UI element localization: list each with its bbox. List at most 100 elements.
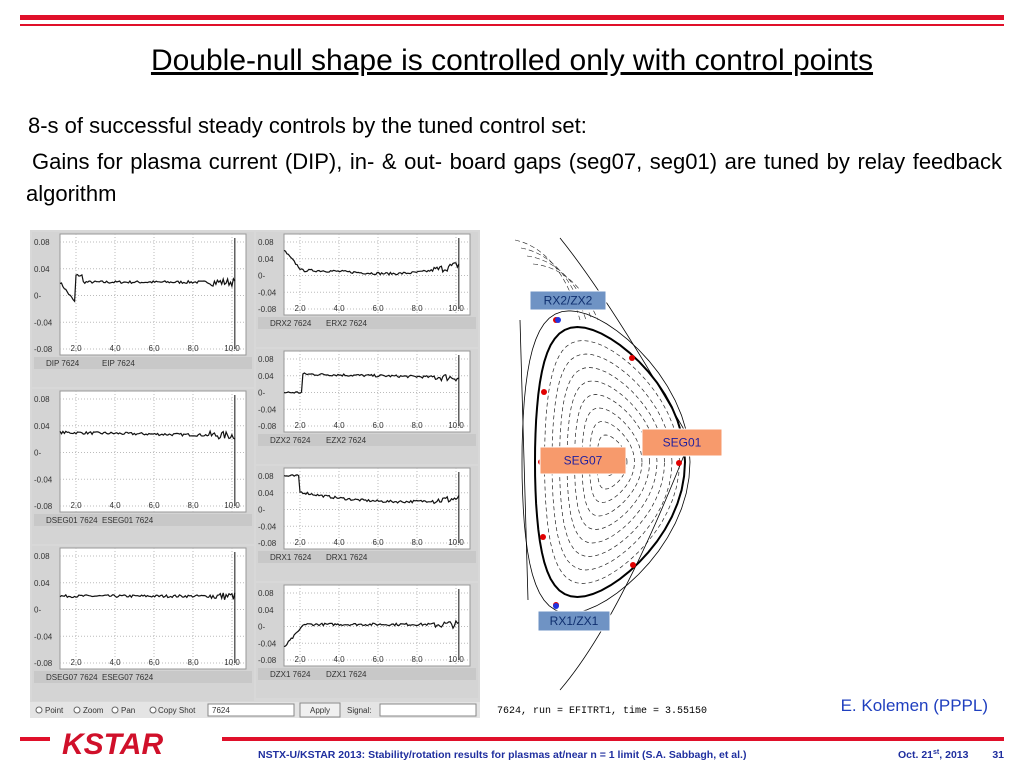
y-tick-label: 0.08: [258, 238, 274, 247]
legend-bar: [258, 668, 476, 680]
shot-input[interactable]: [207, 703, 295, 717]
signal-input[interactable]: [379, 703, 477, 717]
footer-bar: [20, 737, 50, 741]
legend-label: ESEG01 7624: [102, 516, 154, 525]
y-tick-label: 0.04: [34, 579, 50, 588]
date-year: , 2013: [939, 749, 968, 761]
plot-panel: 0.08 0.04 0- -0.04 -0.08 2.0 4.0 6.0 8.0 10.0 DIP …: [32, 232, 254, 387]
x-point: [555, 317, 561, 323]
x-tick-label: 8.0: [411, 304, 423, 313]
bullet: Gains for plasma current (DIP), in- & ou…: [26, 149, 1002, 206]
y-tick-label: -0.08: [258, 539, 277, 548]
y-tick-label: 0-: [34, 292, 41, 301]
y-tick-label: -0.08: [34, 345, 53, 354]
footer-date: Oct. 21st, 2013: [898, 749, 969, 761]
x-tick-label: 6.0: [372, 538, 384, 547]
plot-panel: 0.08 0.04 0- -0.04 -0.08 2.0 4.0 6.0 8.0 10.0 DZX1…: [256, 583, 478, 698]
apply-button[interactable]: [299, 702, 341, 718]
x-tick-label: 8.0: [411, 538, 423, 547]
y-tick-label: 0-: [258, 272, 265, 281]
x-tick-label: 6.0: [372, 421, 384, 430]
y-tick-label: 0.08: [258, 589, 274, 598]
signal-curve: [59, 429, 236, 440]
open-field-line: [514, 239, 581, 321]
y-tick-label: -0.08: [34, 502, 53, 511]
y-tick-label: 0.04: [258, 372, 274, 381]
toolbar: Point Zoom Pan Copy Shot 7624 Apply Signal:: [30, 702, 480, 718]
y-tick-label: -0.04: [34, 632, 53, 641]
y-tick-label: 0.04: [34, 265, 50, 274]
x-tick-label: 6.0: [148, 501, 160, 510]
x-point: [553, 603, 559, 609]
radio-label: Zoom: [83, 706, 104, 715]
control-point: [541, 389, 547, 395]
radio[interactable]: [35, 706, 43, 714]
plot-bg: [283, 467, 471, 550]
x-tick-label: 4.0: [333, 304, 345, 313]
outer-contour: [521, 310, 691, 614]
plot-panel: 0.08 0.04 0- -0.04 -0.08 2.0 4.0 6.0 8.0 10.0 DZX2…: [256, 349, 478, 464]
legend-label: DRX1 7624: [326, 553, 368, 562]
x-tick-label: 6.0: [148, 658, 160, 667]
y-tick-label: -0.08: [258, 305, 277, 314]
plot-bg: [283, 350, 471, 433]
label-text: SEG01: [663, 436, 702, 450]
signal-curve: [283, 249, 460, 276]
legend-bar: [258, 317, 476, 329]
caption: 7624, run = EFITRT1, time = 3.55150: [497, 705, 707, 717]
y-tick-label: 0-: [34, 606, 41, 615]
label-box: [537, 610, 611, 632]
bullet: 8-s of successful steady controls by the…: [28, 113, 587, 138]
y-tick-label: -0.04: [34, 318, 53, 327]
radio[interactable]: [111, 706, 119, 714]
y-tick-label: -0.04: [258, 522, 277, 531]
x-tick-label: 2.0: [294, 421, 306, 430]
top-bar: [20, 15, 1004, 20]
legend-bar: [34, 357, 252, 369]
footer-bar: [222, 737, 1004, 741]
y-tick-label: 0-: [258, 389, 265, 398]
top-bar-thin: [20, 24, 1004, 26]
x-tick-label: 4.0: [109, 658, 121, 667]
signal-curve: [283, 619, 460, 648]
x-tick-label: 2.0: [294, 538, 306, 547]
control-point: [540, 534, 546, 540]
separatrix: [533, 325, 687, 599]
x-tick-label: 8.0: [187, 658, 199, 667]
x-tick-label: 6.0: [148, 344, 160, 353]
signal-curve: [59, 273, 236, 303]
x-tick-label: 2.0: [294, 304, 306, 313]
flux-contour: [551, 353, 673, 571]
legend-label: DZX2 7624: [270, 436, 311, 445]
y-tick-label: 0.04: [258, 255, 274, 264]
plot-bg: [59, 390, 247, 513]
plot-bg: [283, 233, 471, 316]
y-tick-label: 0.08: [258, 472, 274, 481]
x-tick-label: 10.0: [224, 658, 240, 667]
y-tick-label: 0.08: [34, 238, 50, 247]
y-tick-label: -0.04: [258, 288, 277, 297]
flux-contour: [596, 434, 628, 490]
radio[interactable]: [73, 706, 81, 714]
legend-bar: [258, 434, 476, 446]
plot-panel: 0.08 0.04 0- -0.04 -0.08 2.0 4.0 6.0 8.0 10.0 DSEG…: [32, 389, 254, 544]
open-field-line: [532, 263, 599, 321]
x-tick-label: 2.0: [294, 655, 306, 664]
label-box: [641, 428, 723, 457]
logo: KSTAR: [62, 728, 163, 761]
credit: E. Kolemen (PPPL): [841, 696, 988, 715]
y-tick-label: 0.08: [34, 395, 50, 404]
legend-bar: [258, 551, 476, 563]
label-text: RX1/ZX1: [550, 614, 599, 628]
plot-panel: 0.08 0.04 0- -0.04 -0.08 2.0 4.0 6.0 8.0 10.0 DSEG…: [32, 546, 254, 701]
radio[interactable]: [149, 706, 157, 714]
x-tick-label: 4.0: [333, 421, 345, 430]
signal-label: Signal:: [347, 706, 371, 715]
legend-label: DIP 7624: [46, 359, 80, 368]
legend-label: DSEG07 7624: [46, 673, 98, 682]
y-tick-label: 0.04: [34, 422, 50, 431]
x-tick-label: 4.0: [333, 538, 345, 547]
x-tick-label: 10.0: [448, 304, 464, 313]
legend-label: DRX1 7624: [270, 553, 312, 562]
legend-label: DZX1 7624: [326, 670, 367, 679]
